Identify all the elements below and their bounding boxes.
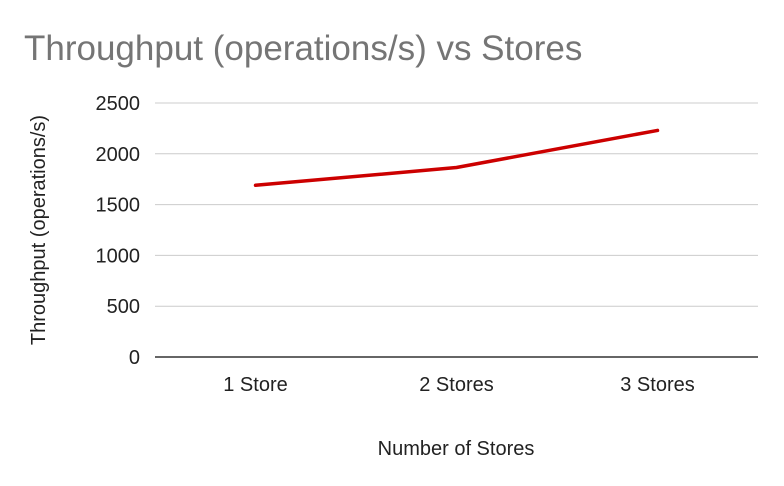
y-axis-ticks: 0 500 1000 1500 2000 2500 (96, 93, 141, 369)
y-tick-label: 2000 (96, 144, 141, 166)
series-line (253, 128, 660, 188)
y-tick-label: 500 (107, 296, 140, 318)
y-axis-label: Throughput (operations/s) (28, 115, 50, 345)
x-axis-label: Number of Stores (378, 438, 535, 460)
gridlines (155, 102, 758, 307)
x-tick-label: 2 Stores (419, 374, 493, 396)
x-tick-label: 1 Store (223, 374, 287, 396)
chart-title: Throughput (operations/s) vs Stores (24, 29, 582, 68)
y-tick-label: 0 (129, 347, 140, 369)
y-tick-label: 2500 (96, 93, 141, 115)
y-tick-label: 1500 (96, 195, 141, 217)
x-axis-ticks: 1 Store 2 Stores 3 Stores (223, 374, 694, 396)
x-tick-label: 3 Stores (620, 374, 694, 396)
y-tick-label: 1000 (96, 245, 141, 267)
series-layer (253, 128, 660, 188)
